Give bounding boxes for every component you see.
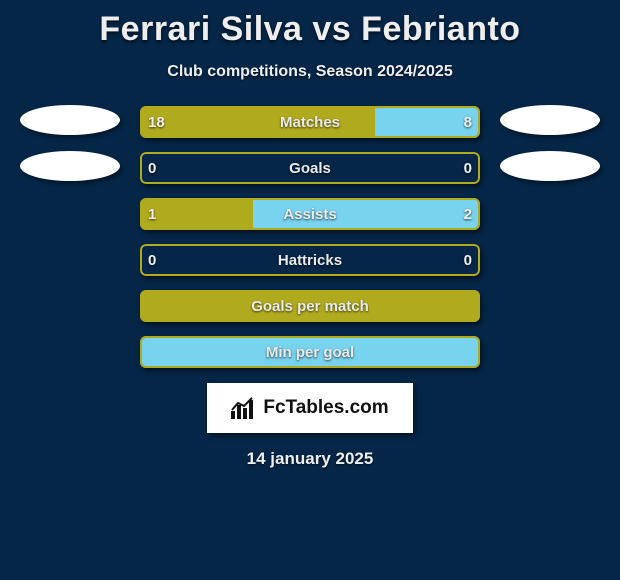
stat-bar-right <box>375 106 480 138</box>
stat-row: 188Matches <box>10 99 610 145</box>
stat-row: 0 0Hattricks <box>10 237 610 283</box>
logo-text: FcTables.com <box>263 397 388 419</box>
stat-bar: Min per goal <box>140 336 480 368</box>
stat-row: Goals per match <box>10 283 610 329</box>
stat-bar: Goals per match <box>140 290 480 322</box>
stat-bar-left <box>140 198 253 230</box>
stat-bar-right <box>253 198 480 230</box>
stat-bar-frame <box>140 244 480 276</box>
stat-row: 0 0Goals <box>10 145 610 191</box>
stat-bar: 12Assists <box>140 198 480 230</box>
fctables-logo: FcTables.com <box>207 383 413 433</box>
stat-bar-left <box>140 290 480 322</box>
stat-value-right: 0 <box>422 244 472 276</box>
player-right-badge <box>500 151 600 181</box>
page-title: Ferrari Silva vs Febrianto <box>0 0 620 49</box>
player-right-badge <box>500 105 600 135</box>
date-label: 14 january 2025 <box>0 433 620 469</box>
stat-bar: 0 0Hattricks <box>140 244 480 276</box>
stat-bar-frame <box>140 152 480 184</box>
stat-label: Hattricks <box>140 244 480 276</box>
stat-value-right: 0 <box>422 152 472 184</box>
stat-value-left: 0 <box>148 152 198 184</box>
stat-bar-right <box>140 336 480 368</box>
page-subtitle: Club competitions, Season 2024/2025 <box>0 49 620 99</box>
stat-row: Min per goal <box>10 329 610 375</box>
chart-icon <box>231 397 257 419</box>
stat-label: Goals <box>140 152 480 184</box>
stat-value-left: 0 <box>148 244 198 276</box>
stat-bar-left <box>140 106 375 138</box>
stat-row: 12Assists <box>10 191 610 237</box>
comparison-chart: 188Matches00Goals12Assists00HattricksGoa… <box>0 99 620 375</box>
player-left-badge <box>20 151 120 181</box>
stat-bar: 0 0Goals <box>140 152 480 184</box>
stat-bar: 188Matches <box>140 106 480 138</box>
player-left-badge <box>20 105 120 135</box>
